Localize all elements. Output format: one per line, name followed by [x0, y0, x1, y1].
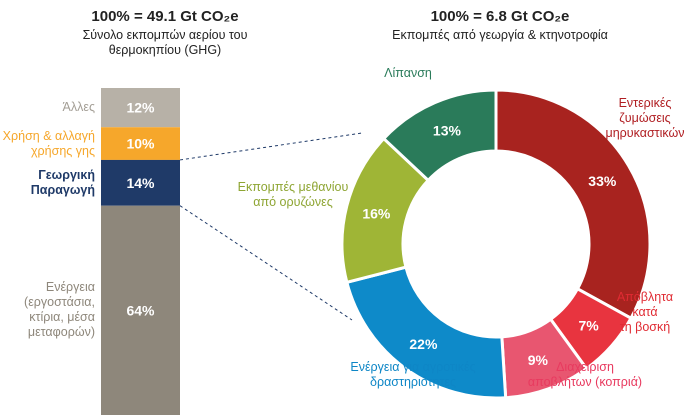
donut-chart: 33% 7% 9% 22% 16% 13%: [340, 88, 652, 400]
connector-lines: [179, 132, 363, 321]
donut-category-label-line: μηρυκαστικών: [605, 126, 685, 140]
donut-slice-0: [494, 88, 652, 321]
donut-category-label-5: Λίπανση: [368, 66, 448, 81]
donut-category-label-line: Διαχείριση: [556, 360, 614, 374]
donut-value-label-2: 9%: [528, 352, 549, 368]
donut-category-label-line: δραστηριότητες: [370, 375, 456, 389]
donut-category-label-1: Απόβλητα κατά τη βοσκή: [600, 290, 690, 335]
donut-category-label-line: Εντερικές: [618, 96, 672, 110]
bar-segment-3: [101, 205, 180, 415]
donut-category-label-line: Εκπομπές μεθανίου: [237, 180, 349, 194]
bar-category-label-line: κτίρια, μέσα: [29, 310, 95, 325]
connector-line-top: [179, 132, 363, 161]
right-chart-subtitle: Εκπομπές από γεωργία & κτηνοτροφία: [392, 28, 608, 42]
bar-category-label-1: Χρήση & αλλαγή χρήσης γης: [0, 129, 95, 159]
donut-category-label-3: Ενέργεια για αγροτικές δραστηριότητες: [318, 360, 508, 390]
stacked-bar: 12% 10% 14% 64%: [101, 88, 180, 415]
bar-category-label-line: Άλλες: [62, 100, 95, 115]
donut-category-label-line: Απόβλητα: [616, 290, 674, 304]
donut-category-label-0: Εντερικές ζυμώσεις μηρυκαστικών: [590, 96, 700, 141]
right-chart-title: 100% = 6.8 Gt CO₂e: [430, 8, 570, 25]
donut-value-label-1: 7%: [579, 318, 600, 334]
bar-category-label-0: Άλλες: [0, 100, 95, 115]
bar-segment-2: [101, 159, 180, 206]
bar-value-label-0: 12%: [126, 100, 155, 116]
bar-category-label-line: Ενέργεια: [45, 280, 95, 295]
bar-category-label-line: Χρήση & αλλαγή: [2, 128, 95, 143]
bar-value-label-1: 10%: [126, 136, 155, 152]
bar-segment-0: [101, 88, 180, 128]
donut-category-label-line: Ενέργεια για αγροτικές: [350, 360, 476, 374]
donut-category-label-line: ζυμώσεις: [619, 111, 671, 125]
donut-category-label-4: Εκπομπές μεθανίου από ορυζώνες: [218, 180, 368, 210]
connector-line-bottom: [179, 205, 353, 321]
donut-value-label-5: 13%: [433, 123, 462, 139]
donut-category-label-line: Λίπανση: [384, 66, 432, 80]
left-chart-subtitle: Σύνολο εκπομπών αερίου του θερμοκηπίου (…: [82, 28, 248, 57]
bar-category-label-2: Γεωργική Παραγωγή: [0, 168, 95, 198]
donut-category-label-line: τη βοσκή: [619, 320, 671, 334]
bar-category-label-line: (εργοστάσια,: [24, 295, 95, 310]
bar-segment-1: [101, 127, 180, 160]
bar-category-label-line: χρήσης γης: [30, 143, 95, 158]
donut-value-label-3: 22%: [409, 336, 438, 352]
donut-category-label-line: από ορυζώνες: [253, 195, 333, 209]
bar-category-label-3: Ενέργεια (εργοστάσια, κτίρια, μέσα μεταφορώ…: [0, 280, 95, 340]
donut-value-label-0: 33%: [588, 173, 617, 189]
bar-category-label-line: Γεωργική: [38, 167, 95, 182]
bar-category-label-line: Παραγωγή: [30, 182, 95, 197]
bar-value-label-3: 64%: [126, 302, 155, 318]
donut-category-label-line: αποβλήτων (κοπριά): [527, 375, 643, 389]
donut-value-label-4: 16%: [362, 205, 391, 221]
bar-value-label-2: 14%: [126, 175, 155, 191]
bar-category-label-line: μεταφορών): [27, 325, 95, 340]
left-chart-title: 100% = 49.1 Gt CO₂e: [91, 8, 239, 25]
donut-slice-5: [381, 88, 498, 183]
donut-category-label-2: Διαχείριση αποβλήτων (κοπριά): [505, 360, 665, 390]
donut-slice-3: [345, 265, 508, 400]
donut-category-label-line: κατά: [632, 305, 658, 319]
